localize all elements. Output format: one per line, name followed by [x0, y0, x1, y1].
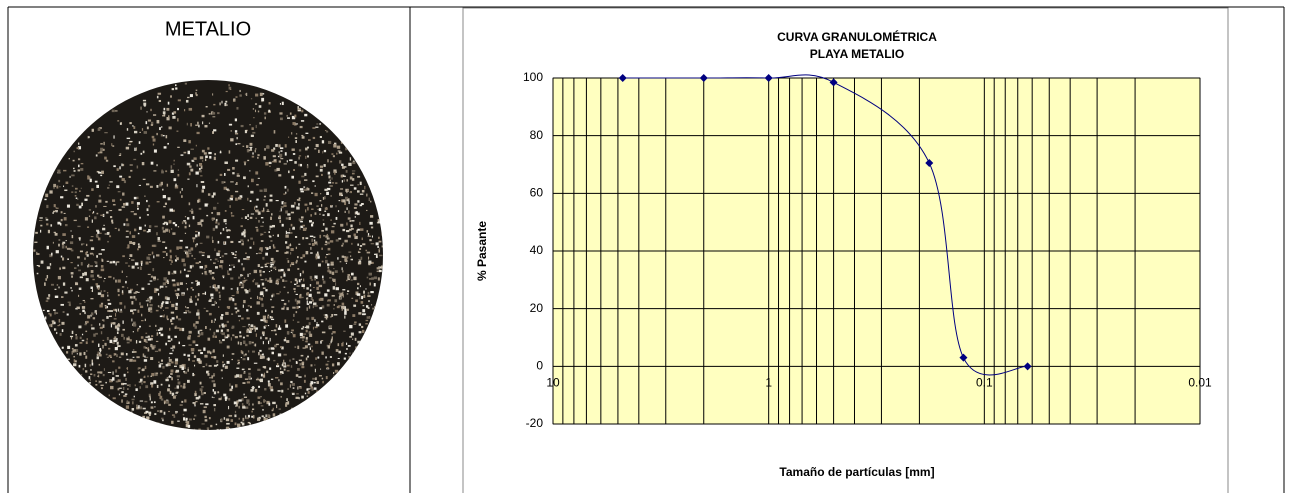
y-tick-label: 100 — [523, 70, 543, 84]
x-tick-label: 10 — [546, 376, 560, 390]
page: {"header": {"title": "METALIO"}, "chart_… — [0, 0, 1290, 493]
document: METALIO CURVA GRANULOMÉTRICA PLAYA METAL… — [0, 0, 1290, 493]
x-axis-label: Tamaño de partículas [mm] — [779, 465, 934, 479]
x-tick-label: 1 — [765, 376, 772, 390]
x-tick-label: 0.1 — [976, 376, 993, 390]
y-axis-label: % Pasante — [475, 221, 489, 281]
y-tick-label: -20 — [526, 416, 544, 430]
y-tick-label: 60 — [530, 186, 544, 200]
y-tick-label: 20 — [530, 301, 544, 315]
chart-title: CURVA GRANULOMÉTRICA — [777, 29, 937, 44]
y-tick-label: 0 — [536, 359, 543, 373]
chart: CURVA GRANULOMÉTRICA PLAYA METALIO Tamañ… — [475, 29, 1212, 479]
cell-title: METALIO — [165, 18, 251, 40]
x-tick-label: 0.01 — [1188, 376, 1212, 390]
y-tick-label: 40 — [530, 243, 544, 257]
y-tick-label: 80 — [530, 128, 544, 142]
chart-subtitle: PLAYA METALIO — [810, 47, 904, 61]
